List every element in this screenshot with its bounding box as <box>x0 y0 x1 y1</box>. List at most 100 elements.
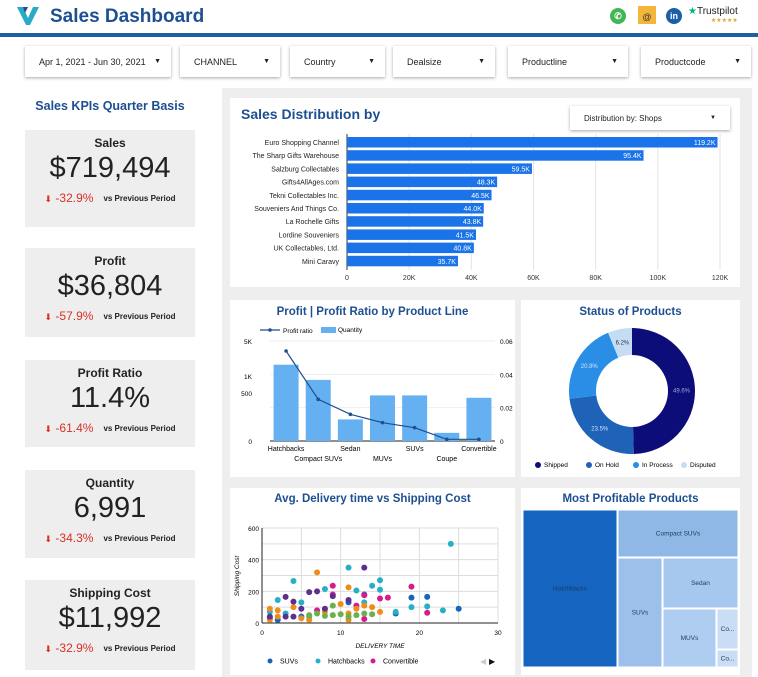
treemap-label: SUVs <box>632 610 649 617</box>
category-label: La Rochelle Gifts <box>286 219 340 226</box>
kpi-label: Sales <box>94 136 126 150</box>
category-label: Mini Caravy <box>302 259 339 266</box>
scatter-card: Avg. Delivery time vs Shipping Cost 0 10 2… <box>230 488 515 675</box>
arrow-down-icon: ⬇ <box>44 644 53 654</box>
scatter-point <box>329 612 336 619</box>
scatter-point <box>314 569 321 576</box>
distribution-dropdown[interactable]: Distribution by: Shops ▼ <box>570 106 730 130</box>
category-label: The Sharp Gifts Warehouse <box>252 153 339 160</box>
page-title: Sales Dashboard <box>50 6 205 27</box>
treemap-card: Most Profitable Products Hatchbacks Compa… <box>521 488 740 675</box>
scatter-point <box>329 593 336 600</box>
kpi-label: Shipping Cost <box>69 586 151 600</box>
legend-marker <box>586 462 592 468</box>
filter-dropdown-2[interactable]: Country ▼ <box>290 46 385 77</box>
sales-distribution-chart: 0 20K 40K 60K 80K 100K 120K Euro Shopping Chann… <box>252 134 728 282</box>
y-tick-label-left: 5K <box>244 339 253 346</box>
scatter-point <box>361 564 368 571</box>
email-icon[interactable]: @ <box>638 6 656 24</box>
donut-slice <box>569 395 634 454</box>
treemap-cell <box>662 557 739 609</box>
data-label: 35.7K <box>438 259 457 266</box>
scatter-chart-title: Avg. Delivery time vs Shipping Cost <box>274 493 471 505</box>
legend-label: On Hold <box>595 462 619 469</box>
bar <box>347 163 532 174</box>
scatter-point <box>408 604 415 611</box>
scatter-point <box>298 615 305 622</box>
filter-dropdown-5[interactable]: Productcode ▼ <box>641 46 751 77</box>
scatter-point <box>377 595 383 602</box>
scatter-point <box>353 605 360 612</box>
category-label: Lordine Souveniers <box>279 232 340 239</box>
scatter-point <box>345 564 352 571</box>
treemap-label: Hatchbacks <box>553 586 588 593</box>
bar <box>347 216 484 227</box>
slice-label: 6.2% <box>616 340 630 346</box>
legend-next-icon[interactable]: ▶ <box>489 657 496 666</box>
scatter-point <box>290 604 297 611</box>
scatter-point <box>377 577 383 584</box>
scatter-point <box>337 611 344 618</box>
legend-swatch <box>321 327 336 333</box>
filter-label: Productline <box>522 56 568 67</box>
scatter-point <box>306 612 313 619</box>
treemap-label: Co... <box>721 626 735 633</box>
y-tick-label: 400 <box>248 558 259 565</box>
x-tick-label: 0 <box>345 275 349 282</box>
data-label: 44.0K <box>463 206 482 213</box>
kpi-card: Shipping Cost $11,992 ⬇ -32.9% vs Previous … <box>25 580 195 670</box>
category-label: Salzburg Collectables <box>271 166 339 173</box>
filter-label: CHANNEL <box>194 56 238 67</box>
filter-dropdown-4[interactable]: Productline ▼ <box>508 46 628 77</box>
scatter-point <box>282 593 289 600</box>
kpi-value: 11.4% <box>69 382 151 414</box>
scatter-point <box>424 609 431 616</box>
filter-label: Productcode <box>655 56 706 67</box>
x-tick-label: 40K <box>465 275 478 282</box>
scatter-point <box>377 608 383 615</box>
kpi-delta: -57.9% <box>55 309 94 323</box>
legend-marker <box>681 462 687 468</box>
filter-dropdown-0[interactable]: Apr 1, 2021 - Jun 30, 2021 ▼ <box>25 46 171 77</box>
treemap-label: Co... <box>721 656 735 663</box>
y-tick-label-right: 0 <box>500 439 504 446</box>
y-axis-label: Shipping Cost <box>234 555 241 597</box>
scatter-point <box>424 603 431 610</box>
trustpilot-icon[interactable]: ★Trustpilot ★★★★★ <box>688 6 738 24</box>
kpi-delta: -34.3% <box>55 531 94 545</box>
scatter-point <box>353 587 360 594</box>
legend-label: Disputed <box>690 462 716 469</box>
scatter-point <box>298 605 305 612</box>
sales-distribution-card: Sales Distribution by Distribution by: S… <box>230 98 740 287</box>
kpi-note: vs Previous Period <box>103 423 176 433</box>
arrow-down-icon: ⬇ <box>44 312 53 322</box>
profit-chart-title: Profit | Profit Ratio by Product Line <box>276 306 469 318</box>
filter-label: Dealsize <box>407 56 442 67</box>
treemap-label: Sedan <box>691 580 710 587</box>
x-tick-label: Hatchbacks <box>268 446 305 453</box>
kpi-value: $719,494 <box>49 152 171 184</box>
kpi-label: Profit Ratio <box>77 366 143 380</box>
data-label: 43.8K <box>463 219 482 226</box>
bar <box>466 397 492 441</box>
scatter-point <box>266 613 273 620</box>
scatter-point <box>345 584 352 591</box>
filter-dropdown-1[interactable]: CHANNEL ▼ <box>180 46 280 77</box>
bar <box>347 189 492 201</box>
chevron-down-icon: ▼ <box>710 115 716 121</box>
scatter-point <box>298 599 305 606</box>
scatter-point <box>369 582 376 589</box>
whatsapp-icon[interactable]: ✆ <box>610 8 626 24</box>
line-point <box>412 425 417 430</box>
y-tick-label: 0 <box>255 621 259 628</box>
scatter-point <box>314 610 321 617</box>
chevron-down-icon: ▼ <box>368 58 375 65</box>
filter-dropdown-3[interactable]: Dealsize ▼ <box>393 46 495 77</box>
scatter-point <box>290 598 297 605</box>
kpi-note: vs Previous Period <box>103 311 176 321</box>
legend-label: Quantity <box>338 327 363 334</box>
kpi-delta: -61.4% <box>55 421 94 435</box>
filter-label: Country <box>304 56 336 67</box>
data-label: 40.8K <box>454 246 473 253</box>
linkedin-icon[interactable]: in <box>666 8 682 24</box>
